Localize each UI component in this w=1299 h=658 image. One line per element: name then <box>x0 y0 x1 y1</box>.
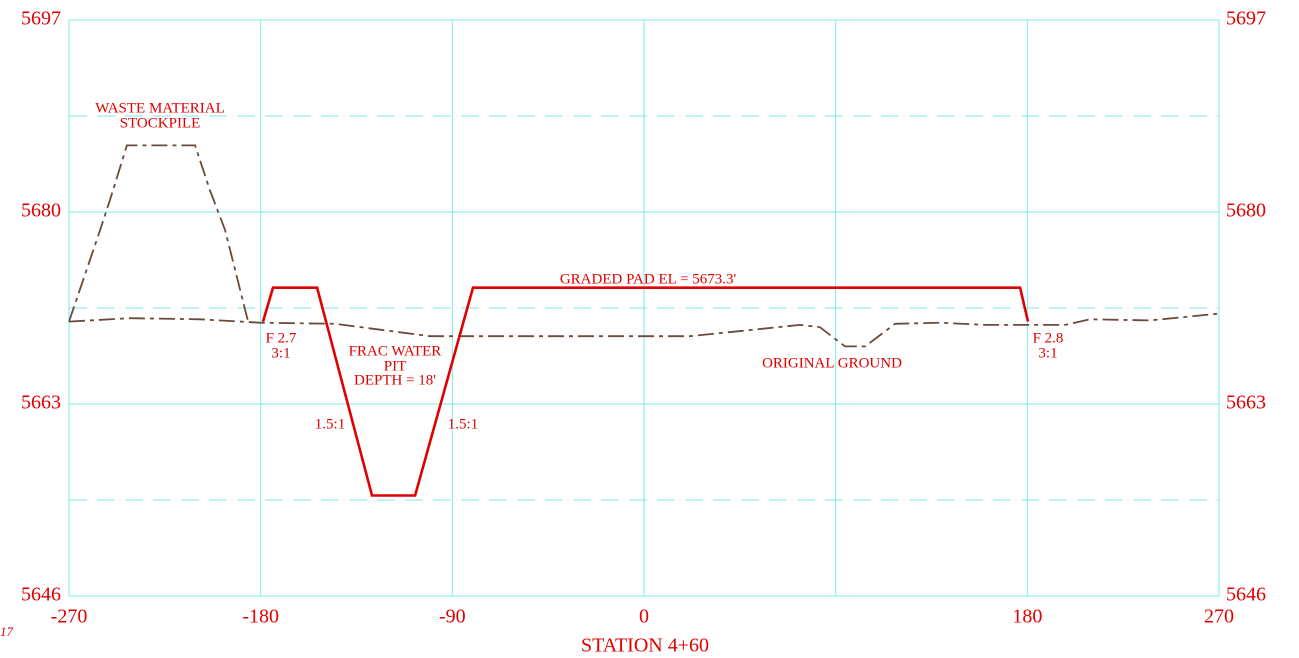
y-tick-label: 5680 <box>21 200 61 222</box>
x-tick-label: 0 <box>639 606 649 628</box>
annotation: FRAC WATER <box>349 343 442 359</box>
y-tick-label: 5697 <box>1226 8 1266 30</box>
section-line <box>68 312 1220 348</box>
x-tick-label: -90 <box>439 606 466 628</box>
annotation: GRADED PAD EL = 5673.3' <box>560 271 737 287</box>
y-tick-label: 5697 <box>21 8 61 30</box>
annotation: F 2.8 <box>1033 330 1064 346</box>
corner-text: 17 <box>0 624 14 639</box>
annotation: DEPTH = 18' <box>354 372 436 388</box>
annotation: ORIGINAL GROUND <box>762 355 902 371</box>
annotation: 3:1 <box>271 345 290 361</box>
y-tick-label: 5680 <box>1226 200 1266 222</box>
y-tick-label: 5646 <box>1226 584 1266 606</box>
x-tick-label: -270 <box>51 606 88 628</box>
annotation: STOCKPILE <box>120 115 201 131</box>
x-tick-label: 180 <box>1012 606 1042 628</box>
annotation: F 2.7 <box>266 330 297 346</box>
x-tick-label: 270 <box>1204 606 1234 628</box>
x-axis-label: STATION 4+60 <box>581 635 709 657</box>
y-tick-label: 5663 <box>1226 392 1266 414</box>
x-tick-label: -180 <box>242 606 279 628</box>
section-line <box>261 286 1030 497</box>
annotation: 1.5:1 <box>315 416 345 432</box>
y-tick-label: 5646 <box>21 584 61 606</box>
annotation: WASTE MATERIAL <box>95 100 225 116</box>
annotation: 1.5:1 <box>448 416 478 432</box>
annotation: PIT <box>384 358 407 374</box>
section-line <box>68 144 249 322</box>
y-tick-label: 5663 <box>21 392 61 414</box>
annotation: 3:1 <box>1038 345 1057 361</box>
